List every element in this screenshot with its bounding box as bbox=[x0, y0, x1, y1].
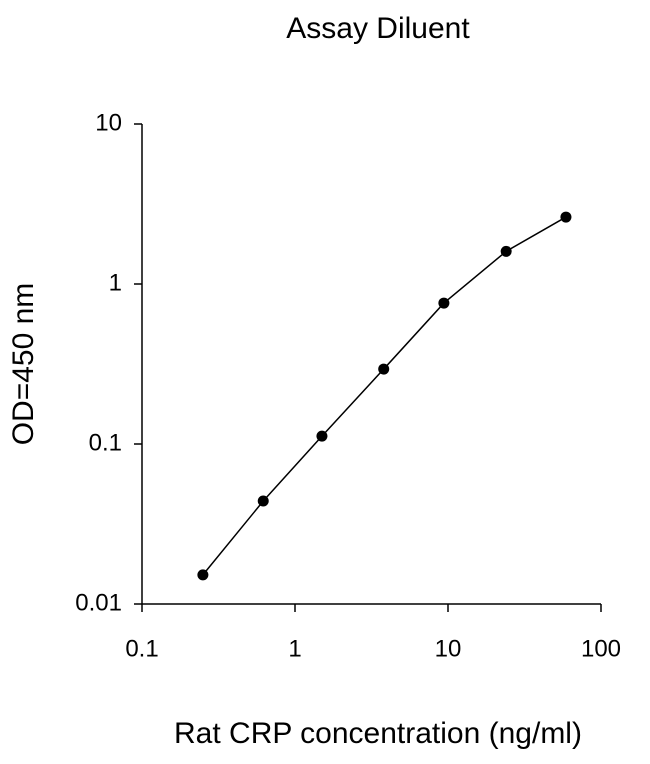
point bbox=[438, 297, 450, 309]
y-tick-label: 10 bbox=[95, 109, 122, 136]
x-tick-label: 0.1 bbox=[125, 635, 158, 662]
chart-title: Assay Diluent bbox=[286, 12, 470, 45]
y-axis-label: OD=450 nm bbox=[7, 283, 40, 446]
point bbox=[560, 211, 572, 223]
point bbox=[378, 363, 390, 375]
x-tick-label: 10 bbox=[435, 635, 462, 662]
y-tick-label: 0.1 bbox=[89, 429, 122, 456]
point bbox=[197, 569, 209, 581]
x-axis-label: Rat CRP concentration (ng/ml) bbox=[174, 717, 582, 750]
point bbox=[257, 495, 269, 507]
line bbox=[202, 216, 567, 576]
point bbox=[500, 245, 512, 257]
y-tick-label: 1 bbox=[109, 269, 122, 296]
x-tick-label: 100 bbox=[581, 635, 621, 662]
y-tick-label: 0.01 bbox=[75, 589, 122, 616]
point bbox=[316, 430, 328, 442]
x-tick-label: 1 bbox=[288, 635, 301, 662]
